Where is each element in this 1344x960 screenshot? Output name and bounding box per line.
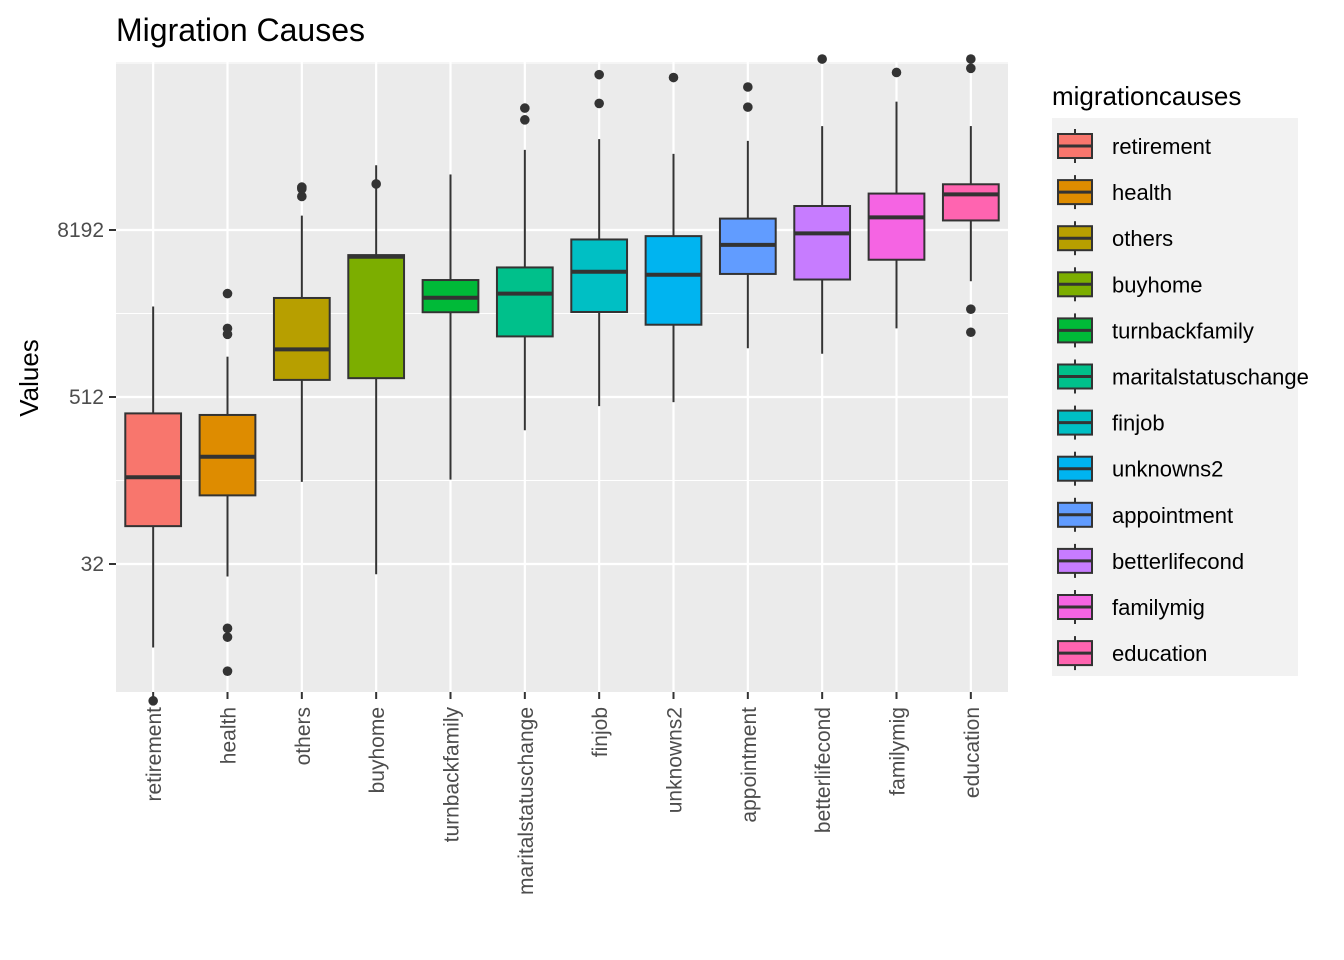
x-axis: retirement health others buyhome turnbackfam…: [143, 692, 984, 895]
outlier-point: [966, 304, 976, 314]
outlier-point: [594, 69, 604, 80]
outlier-point: [371, 179, 381, 189]
outlier-point: [668, 72, 679, 83]
y-axis: 32 512 8192: [57, 219, 116, 576]
box-iqr: [495, 266, 554, 338]
y-tick-label: 8192: [57, 219, 104, 242]
y-tick-label: 512: [69, 386, 104, 409]
box-turnbackfamily: [421, 174, 480, 480]
box-others: [272, 182, 331, 482]
x-tick-label: finjob: [589, 707, 612, 757]
x-tick-label: betterlifecond: [812, 707, 835, 833]
box-series: [124, 54, 1000, 706]
legend-label: turnbackfamily: [1112, 318, 1254, 343]
legend-item-maritalstatuschange: maritalstatuschange: [1057, 359, 1309, 394]
legend-label: education: [1112, 641, 1207, 666]
outlier-point: [966, 327, 976, 338]
box-betterlifecond: [793, 54, 852, 354]
legend-title: migrationcauses: [1052, 81, 1241, 111]
legend-background: [1052, 118, 1298, 676]
x-tick-label: education: [961, 707, 984, 798]
y-axis-title: Values: [14, 339, 44, 417]
outlier-point: [520, 115, 530, 125]
box-unknowns2: [644, 72, 703, 403]
y-tick-label: 32: [81, 553, 104, 576]
legend-item-finjob: finjob: [1057, 405, 1165, 440]
legend-item-familymig: familymig: [1057, 590, 1205, 624]
box-iqr: [867, 192, 926, 261]
box-health: [198, 288, 257, 676]
outlier-point: [966, 63, 976, 74]
legend-item-betterlifecond: betterlifecond: [1057, 543, 1244, 578]
x-tick-label: maritalstatuschange: [515, 707, 538, 895]
legend-label: finjob: [1112, 411, 1165, 436]
outlier-point: [222, 666, 233, 676]
box-education: [941, 54, 1000, 338]
legend: migrationcauses retirement health others bu…: [1052, 81, 1309, 676]
box-iqr: [124, 412, 183, 528]
x-tick-label: retirement: [143, 707, 166, 802]
box-iqr: [793, 205, 852, 281]
legend-label: buyhome: [1112, 272, 1203, 297]
box-iqr: [644, 235, 703, 326]
legend-label: health: [1112, 180, 1172, 205]
x-tick-label: health: [218, 707, 241, 764]
x-tick-label: appointment: [738, 707, 761, 823]
outlier-point: [148, 696, 158, 706]
box-iqr: [570, 238, 629, 313]
box-familymig: [867, 67, 926, 329]
outlier-point: [222, 288, 233, 299]
legend-item-education: education: [1057, 636, 1207, 671]
legend-label: retirement: [1112, 134, 1211, 159]
legend-items: retirement health others buyhome turnbackfam…: [1057, 129, 1309, 671]
x-tick-label: familymig: [887, 707, 910, 796]
box-iqr: [347, 254, 406, 380]
outlier-point: [743, 102, 753, 112]
box-finjob: [570, 69, 629, 407]
box-iqr: [941, 183, 1000, 222]
box-iqr: [272, 296, 331, 381]
legend-item-others: others: [1057, 221, 1173, 256]
x-tick-label: turnbackfamily: [441, 707, 464, 843]
outlier-point: [817, 54, 827, 64]
legend-item-turnbackfamily: turnbackfamily: [1057, 313, 1254, 348]
legend-item-unknowns2: unknowns2: [1057, 451, 1223, 486]
legend-label: familymig: [1112, 595, 1205, 620]
legend-label: betterlifecond: [1112, 549, 1244, 574]
legend-label: unknowns2: [1112, 457, 1223, 482]
outlier-point: [297, 182, 307, 192]
legend-item-health: health: [1057, 175, 1172, 210]
box-appointment: [718, 82, 777, 349]
outlier-point: [222, 323, 233, 334]
outlier-point: [966, 54, 976, 64]
chart-title: Migration Causes: [116, 12, 365, 48]
box-buyhome: [347, 165, 406, 575]
legend-label: others: [1112, 226, 1173, 251]
legend-label: appointment: [1112, 503, 1233, 528]
outlier-point: [222, 623, 233, 634]
x-tick-label: buyhome: [366, 707, 389, 793]
box-retirement: [124, 306, 183, 706]
outlier-point: [891, 67, 902, 78]
legend-label: maritalstatuschange: [1112, 365, 1309, 390]
x-tick-label: unknowns2: [664, 707, 687, 813]
outlier-point: [520, 103, 530, 113]
legend-item-retirement: retirement: [1057, 129, 1211, 163]
legend-item-appointment: appointment: [1057, 497, 1233, 532]
outlier-point: [743, 82, 753, 92]
outlier-point: [594, 98, 604, 109]
x-tick-label: others: [292, 707, 315, 765]
legend-item-buyhome: buyhome: [1057, 267, 1203, 302]
outlier-point: [297, 191, 307, 202]
plot-panel: [116, 62, 1008, 692]
box-maritalstatuschange: [495, 103, 554, 431]
outlier-point: [222, 632, 233, 642]
